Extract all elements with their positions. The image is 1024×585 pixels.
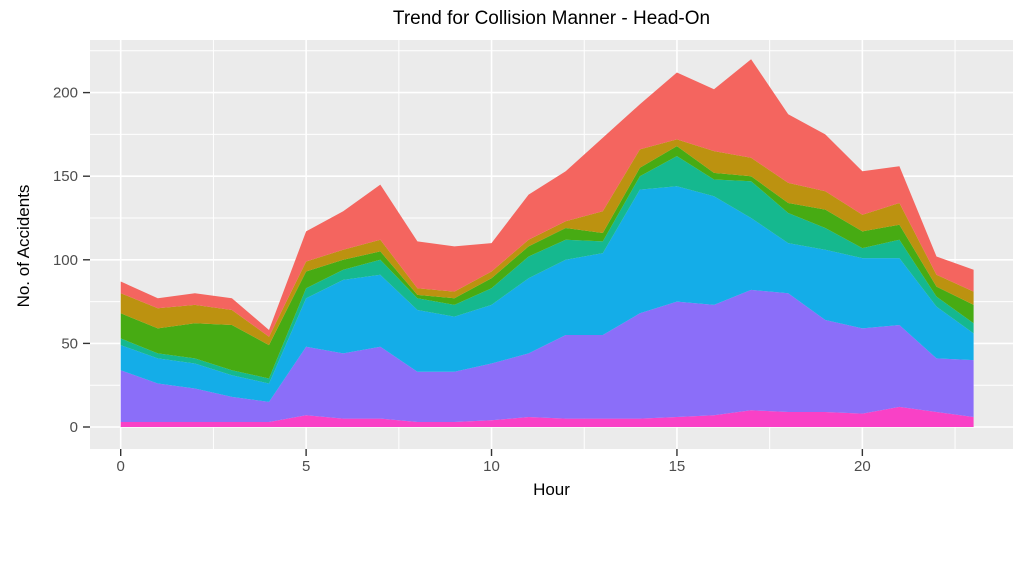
area-local xyxy=(120,156,974,384)
x-tick-label: 20 xyxy=(854,458,871,475)
area-minor-arterial xyxy=(120,186,974,402)
area-unknown xyxy=(120,406,974,427)
area-principal-arterial xyxy=(120,289,974,422)
x-tick-label: 5 xyxy=(302,458,310,475)
y-tick-label: 50 xyxy=(61,335,78,352)
y-axis-title: No. of Accidents xyxy=(14,184,33,308)
y-tick-label: 150 xyxy=(53,168,78,185)
legend: Road Function CollectorFreeway and expre… xyxy=(0,520,1024,580)
area-interstate xyxy=(120,146,974,379)
x-tick-label: 0 xyxy=(117,458,125,475)
x-axis-title: Hour xyxy=(533,480,570,499)
y-tick-label: 200 xyxy=(53,85,78,102)
chart-title: Trend for Collision Manner - Head-On xyxy=(392,8,711,29)
y-tick-label: 100 xyxy=(53,252,78,269)
area-collector xyxy=(120,59,974,337)
x-tick-label: 15 xyxy=(669,458,686,475)
y-tick-label: 0 xyxy=(70,419,78,436)
x-tick-label: 10 xyxy=(483,458,500,475)
